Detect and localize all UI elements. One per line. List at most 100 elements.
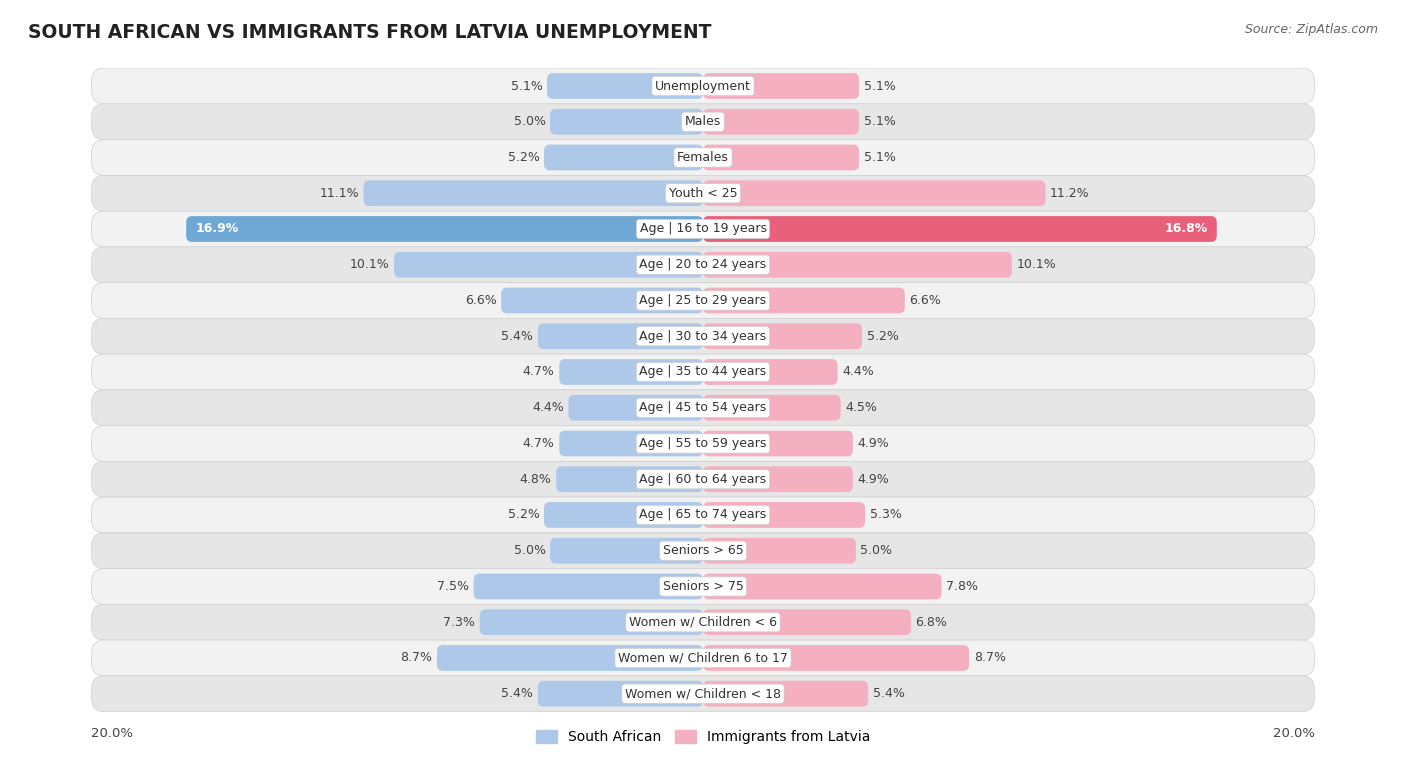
FancyBboxPatch shape <box>91 282 1315 319</box>
Text: 5.1%: 5.1% <box>863 79 896 92</box>
Text: 6.6%: 6.6% <box>465 294 496 307</box>
FancyBboxPatch shape <box>91 533 1315 569</box>
Text: 5.1%: 5.1% <box>863 151 896 164</box>
Text: 5.4%: 5.4% <box>502 687 533 700</box>
Text: 5.1%: 5.1% <box>863 115 896 128</box>
Text: 4.4%: 4.4% <box>842 366 875 378</box>
FancyBboxPatch shape <box>703 73 859 99</box>
FancyBboxPatch shape <box>91 676 1315 712</box>
Text: Age | 60 to 64 years: Age | 60 to 64 years <box>640 472 766 486</box>
FancyBboxPatch shape <box>538 681 703 706</box>
Text: Women w/ Children < 18: Women w/ Children < 18 <box>626 687 780 700</box>
FancyBboxPatch shape <box>703 574 942 600</box>
FancyBboxPatch shape <box>538 323 703 349</box>
Text: Women w/ Children < 6: Women w/ Children < 6 <box>628 615 778 629</box>
Text: 16.8%: 16.8% <box>1164 223 1208 235</box>
FancyBboxPatch shape <box>560 359 703 385</box>
Text: Unemployment: Unemployment <box>655 79 751 92</box>
FancyBboxPatch shape <box>703 217 1216 242</box>
Text: Age | 25 to 29 years: Age | 25 to 29 years <box>640 294 766 307</box>
FancyBboxPatch shape <box>703 609 911 635</box>
Text: Age | 16 to 19 years: Age | 16 to 19 years <box>640 223 766 235</box>
Text: Age | 55 to 59 years: Age | 55 to 59 years <box>640 437 766 450</box>
Text: Source: ZipAtlas.com: Source: ZipAtlas.com <box>1244 23 1378 36</box>
FancyBboxPatch shape <box>568 395 703 421</box>
FancyBboxPatch shape <box>703 395 841 421</box>
FancyBboxPatch shape <box>91 139 1315 176</box>
FancyBboxPatch shape <box>91 354 1315 390</box>
Text: 5.2%: 5.2% <box>866 330 898 343</box>
Text: 5.4%: 5.4% <box>873 687 904 700</box>
FancyBboxPatch shape <box>437 645 703 671</box>
Text: Age | 30 to 34 years: Age | 30 to 34 years <box>640 330 766 343</box>
FancyBboxPatch shape <box>501 288 703 313</box>
Text: Age | 35 to 44 years: Age | 35 to 44 years <box>640 366 766 378</box>
FancyBboxPatch shape <box>91 497 1315 533</box>
Text: 5.0%: 5.0% <box>513 544 546 557</box>
Text: Males: Males <box>685 115 721 128</box>
Text: 5.0%: 5.0% <box>860 544 893 557</box>
Text: 10.1%: 10.1% <box>1017 258 1056 271</box>
FancyBboxPatch shape <box>186 217 703 242</box>
FancyBboxPatch shape <box>703 538 856 563</box>
Text: Women w/ Children 6 to 17: Women w/ Children 6 to 17 <box>619 652 787 665</box>
FancyBboxPatch shape <box>703 288 905 313</box>
FancyBboxPatch shape <box>91 319 1315 354</box>
Text: 6.8%: 6.8% <box>915 615 948 629</box>
Text: 5.4%: 5.4% <box>502 330 533 343</box>
Text: 5.2%: 5.2% <box>508 151 540 164</box>
FancyBboxPatch shape <box>703 681 868 706</box>
FancyBboxPatch shape <box>91 569 1315 604</box>
FancyBboxPatch shape <box>91 211 1315 247</box>
Text: 5.3%: 5.3% <box>870 509 901 522</box>
Text: 4.8%: 4.8% <box>520 472 551 486</box>
Text: 4.9%: 4.9% <box>858 437 889 450</box>
FancyBboxPatch shape <box>703 145 859 170</box>
FancyBboxPatch shape <box>91 425 1315 461</box>
Text: 4.7%: 4.7% <box>523 437 555 450</box>
FancyBboxPatch shape <box>91 390 1315 425</box>
FancyBboxPatch shape <box>544 502 703 528</box>
Text: 4.4%: 4.4% <box>531 401 564 414</box>
FancyBboxPatch shape <box>91 604 1315 640</box>
FancyBboxPatch shape <box>557 466 703 492</box>
FancyBboxPatch shape <box>479 609 703 635</box>
FancyBboxPatch shape <box>394 252 703 278</box>
Text: 10.1%: 10.1% <box>350 258 389 271</box>
Text: SOUTH AFRICAN VS IMMIGRANTS FROM LATVIA UNEMPLOYMENT: SOUTH AFRICAN VS IMMIGRANTS FROM LATVIA … <box>28 23 711 42</box>
FancyBboxPatch shape <box>703 359 838 385</box>
Text: Females: Females <box>678 151 728 164</box>
Text: 7.3%: 7.3% <box>443 615 475 629</box>
Text: 5.2%: 5.2% <box>508 509 540 522</box>
Text: Age | 20 to 24 years: Age | 20 to 24 years <box>640 258 766 271</box>
FancyBboxPatch shape <box>703 180 1046 206</box>
FancyBboxPatch shape <box>91 461 1315 497</box>
FancyBboxPatch shape <box>703 502 865 528</box>
FancyBboxPatch shape <box>91 104 1315 139</box>
FancyBboxPatch shape <box>544 145 703 170</box>
FancyBboxPatch shape <box>703 466 853 492</box>
FancyBboxPatch shape <box>550 109 703 135</box>
Text: 4.7%: 4.7% <box>523 366 555 378</box>
Text: 8.7%: 8.7% <box>401 652 433 665</box>
Legend: South African, Immigrants from Latvia: South African, Immigrants from Latvia <box>530 724 876 749</box>
FancyBboxPatch shape <box>474 574 703 600</box>
FancyBboxPatch shape <box>703 645 969 671</box>
FancyBboxPatch shape <box>703 323 862 349</box>
Text: 20.0%: 20.0% <box>91 727 134 740</box>
FancyBboxPatch shape <box>91 176 1315 211</box>
FancyBboxPatch shape <box>703 109 859 135</box>
Text: Seniors > 75: Seniors > 75 <box>662 580 744 593</box>
FancyBboxPatch shape <box>560 431 703 456</box>
Text: Age | 65 to 74 years: Age | 65 to 74 years <box>640 509 766 522</box>
FancyBboxPatch shape <box>703 431 853 456</box>
FancyBboxPatch shape <box>550 538 703 563</box>
Text: 11.2%: 11.2% <box>1050 187 1090 200</box>
Text: Seniors > 65: Seniors > 65 <box>662 544 744 557</box>
FancyBboxPatch shape <box>91 247 1315 282</box>
Text: 5.0%: 5.0% <box>513 115 546 128</box>
Text: 5.1%: 5.1% <box>510 79 543 92</box>
Text: 7.5%: 7.5% <box>437 580 470 593</box>
Text: 4.5%: 4.5% <box>845 401 877 414</box>
Text: 8.7%: 8.7% <box>973 652 1005 665</box>
